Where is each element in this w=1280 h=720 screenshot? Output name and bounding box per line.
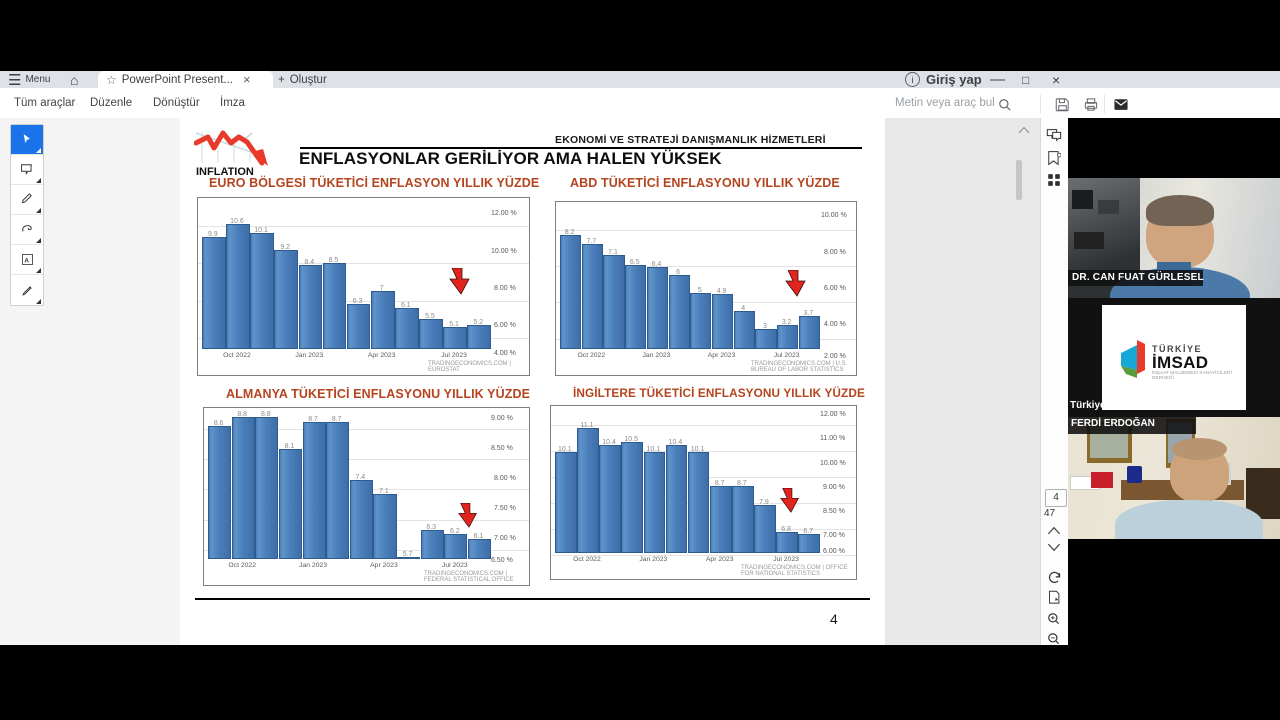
svg-text:A: A — [24, 257, 29, 264]
